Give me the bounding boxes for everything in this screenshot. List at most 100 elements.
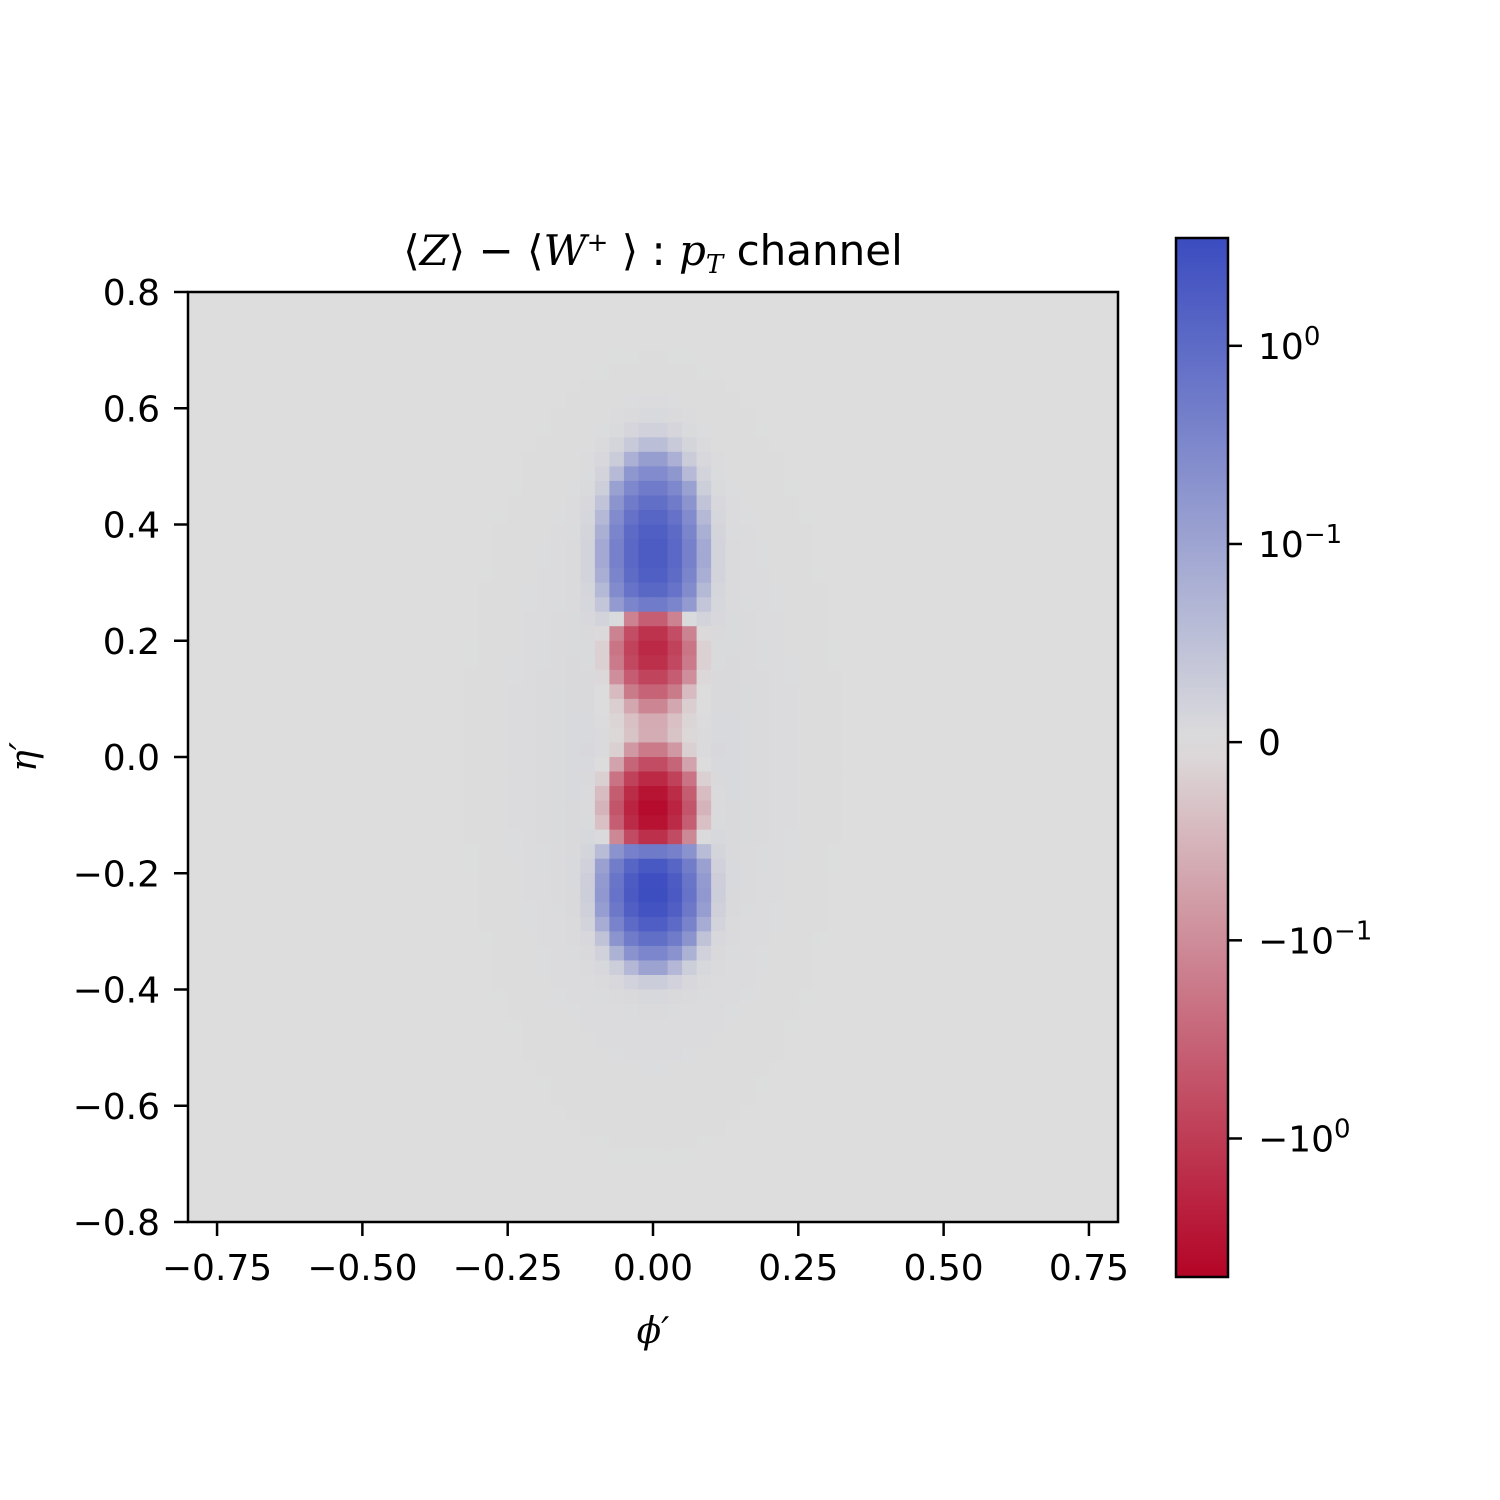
- heatmap-cell: [725, 669, 741, 685]
- heatmap-cell: [856, 437, 872, 453]
- heatmap-cell: [1059, 727, 1076, 744]
- heatmap-cell: [1059, 582, 1076, 598]
- heatmap-cell: [783, 524, 799, 540]
- heatmap-cell: [725, 727, 741, 744]
- heatmap-cell: [1001, 582, 1017, 598]
- heatmap-cell: [987, 611, 1003, 627]
- heatmap-cell: [464, 422, 480, 438]
- heatmap-cell: [289, 524, 305, 540]
- heatmap-cell: [754, 1105, 770, 1121]
- heatmap-cell: [188, 844, 204, 860]
- heatmap-cell: [1001, 669, 1017, 685]
- heatmap-cell: [725, 553, 741, 569]
- heatmap-cell: [682, 873, 698, 889]
- heatmap-cell: [493, 597, 509, 613]
- heatmap-cell: [565, 422, 581, 438]
- heatmap-cell: [987, 960, 1003, 976]
- heatmap-cell: [696, 742, 712, 758]
- heatmap-cell: [188, 757, 204, 773]
- heatmap-cell: [754, 568, 770, 584]
- heatmap-cell: [478, 611, 494, 627]
- heatmap-cell: [1103, 1149, 1119, 1165]
- heatmap-cell: [391, 815, 407, 831]
- heatmap-cell: [580, 815, 596, 831]
- heatmap-cell: [1088, 568, 1105, 584]
- heatmap-cell: [783, 350, 799, 366]
- heatmap-cell: [536, 466, 552, 482]
- heatmap-cell: [522, 974, 538, 991]
- heatmap-cell: [638, 1192, 654, 1209]
- heatmap-cell: [667, 1120, 683, 1136]
- heatmap-cell: [638, 815, 654, 831]
- heatmap-cell: [435, 582, 451, 598]
- heatmap-cell: [783, 292, 799, 308]
- heatmap-cell: [333, 335, 349, 351]
- heatmap-cell: [405, 858, 422, 874]
- heatmap-cell: [405, 1076, 422, 1092]
- heatmap-cell: [623, 786, 640, 802]
- heatmap-cell: [405, 1207, 422, 1223]
- heatmap-cell: [827, 1178, 843, 1194]
- heatmap-cell: [856, 306, 872, 322]
- heatmap-cell: [972, 626, 988, 642]
- heatmap-cell: [594, 974, 611, 991]
- heatmap-cell: [275, 655, 291, 671]
- heatmap-cell: [929, 640, 945, 656]
- heatmap-cell: [929, 858, 945, 874]
- heatmap-cell: [347, 640, 363, 656]
- heatmap-cell: [1103, 393, 1119, 409]
- heatmap-cell: [711, 829, 727, 845]
- heatmap-cell: [580, 887, 596, 903]
- heatmap-cell: [580, 408, 596, 424]
- heatmap-cell: [870, 669, 887, 685]
- heatmap-cell: [1059, 974, 1076, 991]
- heatmap-cell: [1074, 931, 1090, 947]
- heatmap-cell: [623, 422, 640, 438]
- heatmap-cell: [740, 393, 756, 409]
- heatmap-cell: [1103, 931, 1119, 947]
- heatmap-cell: [638, 684, 654, 700]
- heatmap-cell: [841, 306, 858, 322]
- heatmap-cell: [783, 422, 799, 438]
- heatmap-cell: [696, 858, 712, 874]
- heatmap-cell: [246, 1062, 262, 1078]
- heatmap-cell: [827, 786, 843, 802]
- heatmap-cell: [1074, 393, 1090, 409]
- heatmap-cell: [900, 1076, 916, 1092]
- heatmap-cell: [391, 466, 407, 482]
- heatmap-cell: [856, 480, 872, 497]
- heatmap-cell: [711, 1163, 727, 1180]
- heatmap-cell: [638, 553, 654, 569]
- heatmap-cell: [943, 597, 959, 613]
- heatmap-cell: [958, 858, 974, 874]
- heatmap-cell: [1016, 422, 1032, 438]
- heatmap-cell: [318, 858, 334, 874]
- heatmap-cell: [536, 887, 552, 903]
- heatmap-cell: [783, 408, 799, 424]
- heatmap-cell: [754, 960, 770, 976]
- heatmap-cell: [522, 466, 538, 482]
- heatmap-cell: [362, 786, 378, 802]
- heatmap-cell: [493, 713, 509, 729]
- heatmap-cell: [1016, 1105, 1032, 1121]
- heatmap-cell: [798, 292, 814, 308]
- heatmap-cell: [783, 1149, 799, 1165]
- heatmap-cell: [856, 451, 872, 467]
- heatmap-cell: [318, 945, 334, 962]
- heatmap-cell: [217, 539, 233, 555]
- heatmap-cell: [565, 727, 581, 744]
- heatmap-cell: [565, 379, 581, 395]
- heatmap-cell: [275, 379, 291, 395]
- heatmap-cell: [565, 1047, 581, 1063]
- heatmap-cell: [1103, 611, 1119, 627]
- heatmap-cell: [856, 1178, 872, 1194]
- heatmap-cell: [217, 1192, 233, 1209]
- heatmap-cell: [885, 306, 901, 322]
- heatmap-cell: [914, 1047, 930, 1063]
- heatmap-cell: [536, 989, 552, 1005]
- heatmap-cell: [478, 1091, 494, 1107]
- heatmap-cell: [623, 931, 640, 947]
- heatmap-cell: [769, 640, 785, 656]
- heatmap-cell: [740, 1207, 756, 1223]
- heatmap-cell: [609, 669, 625, 685]
